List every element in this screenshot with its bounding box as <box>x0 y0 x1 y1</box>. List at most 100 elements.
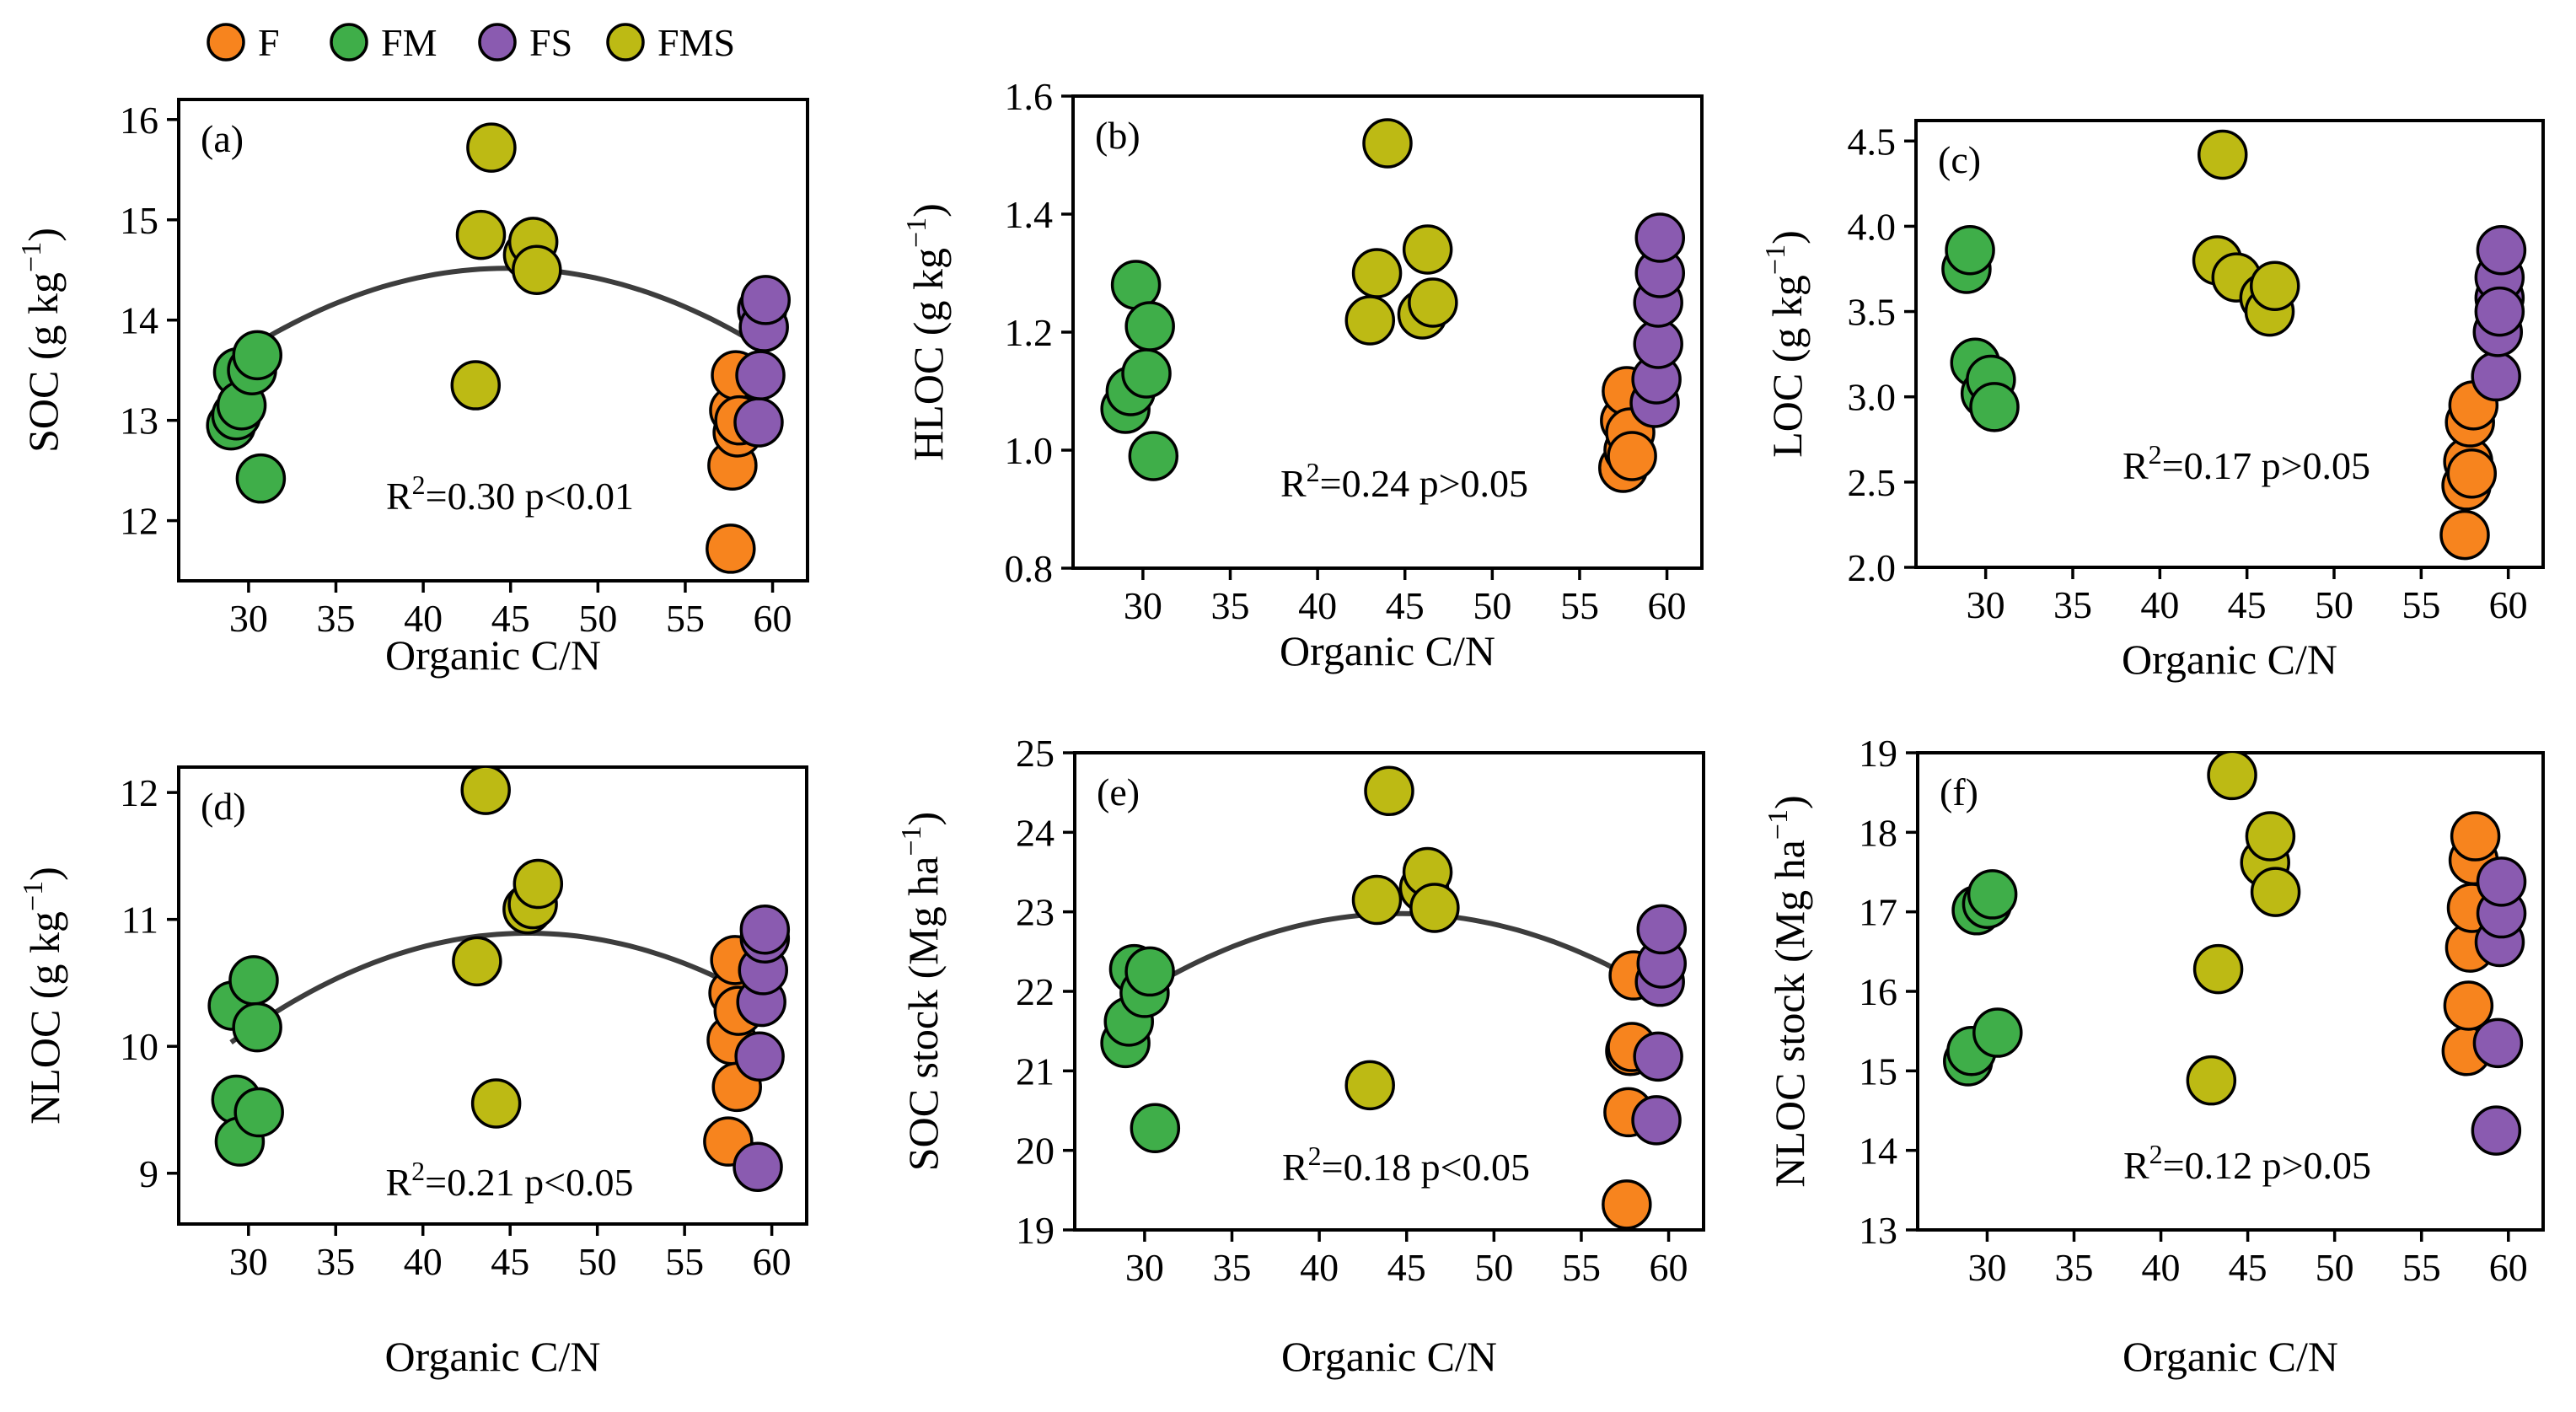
point-fs <box>2474 286 2525 337</box>
stat-annotation: R2=0.21 p<0.05 <box>385 1156 633 1204</box>
x-tick-label: 40 <box>1300 1246 1339 1289</box>
y-tick-label: 14 <box>120 299 158 342</box>
x-tick-label: 30 <box>1967 1246 2006 1289</box>
point-fms <box>2245 811 2296 862</box>
x-tick-label: 60 <box>2489 1246 2528 1289</box>
y-tick-label: 18 <box>1859 811 1897 854</box>
y-label-tail: ) <box>1766 795 1813 809</box>
point-fms <box>460 767 511 815</box>
point-fms <box>1344 295 1396 346</box>
legend-label-fm: FM <box>381 21 437 64</box>
x-tick-label: 40 <box>1298 584 1337 627</box>
y-tick-label: 3.5 <box>1848 291 1897 334</box>
y-tick-label: 12 <box>120 500 158 543</box>
point-fm <box>233 1087 284 1138</box>
panel-label: (d) <box>201 785 246 828</box>
stat-annotation: R2=0.17 p>0.05 <box>2123 439 2370 487</box>
y-label-main: SOC (g kg <box>19 272 67 453</box>
y-tick-label: 2.0 <box>1848 546 1897 589</box>
x-tick-label: 45 <box>1386 584 1425 627</box>
stat-r: R <box>2123 1144 2149 1187</box>
series-fs <box>733 275 792 448</box>
y-label-main: LOC (g kg <box>1763 275 1811 458</box>
plot-frame <box>177 98 809 583</box>
stat-sup: 2 <box>2149 439 2162 470</box>
stat-r: R <box>385 1161 411 1204</box>
x-tick-label: 40 <box>2142 1246 2181 1289</box>
stat-annotation: R2=0.30 p<0.01 <box>386 470 634 518</box>
x-axis-label: Organic C/N <box>1280 627 1495 674</box>
y-axis-label: LOC (g kg−1) <box>1760 230 1811 458</box>
panel-d: 30 35 40 45 50 55 60 9 10 11 12 (d) R2=0.21 p<0.05 Or… <box>18 765 808 1380</box>
x-tick-label: 40 <box>2140 583 2179 626</box>
x-tick-label: 45 <box>1387 1246 1426 1289</box>
panel-label: (f) <box>1940 770 1978 813</box>
stat-sup: 2 <box>412 470 426 500</box>
y-label-sup: −1 <box>896 825 927 856</box>
point-fms <box>513 858 564 910</box>
stat-r: R <box>1280 462 1307 505</box>
fit-curve <box>1125 910 1661 1004</box>
series-fm <box>1941 224 2020 432</box>
y-axis-label: NLOC (g kg−1) <box>18 867 68 1125</box>
y-tick-label: 2.5 <box>1848 461 1897 504</box>
x-tick-label: 45 <box>491 597 530 640</box>
point-fms <box>1402 224 1453 275</box>
y-label-main: NLOC (g kg <box>21 911 68 1125</box>
point-fm <box>232 1001 282 1053</box>
point-fms <box>1351 248 1403 298</box>
point-f <box>1607 431 1657 481</box>
point-fs <box>1634 212 1686 263</box>
stat-sup: 2 <box>1307 457 1320 487</box>
legend-marker-fm <box>330 23 368 62</box>
point-fs <box>2476 856 2527 907</box>
y-label-sup: −1 <box>18 881 49 911</box>
stat-r: R <box>386 475 412 518</box>
y-tick-label: 16 <box>1859 970 1897 1013</box>
y-tick-label: 22 <box>1016 970 1055 1013</box>
point-f <box>2439 509 2490 561</box>
legend-marker-fms <box>606 23 645 62</box>
point-f <box>2443 980 2494 1031</box>
x-tick-label: 35 <box>2055 1246 2094 1289</box>
point-fs <box>739 904 791 955</box>
point-fms <box>2250 867 2301 917</box>
x-tick-label: 30 <box>1124 584 1162 627</box>
stat-text: =0.12 p>0.05 <box>2163 1144 2371 1187</box>
y-tick-label: 15 <box>120 199 158 242</box>
y-tick-label: 1.2 <box>1005 311 1054 354</box>
x-tick-label: 50 <box>578 597 617 640</box>
y-tick-label: 23 <box>1016 891 1055 934</box>
series-fm <box>1100 943 1181 1154</box>
stat-text: =0.17 p>0.05 <box>2162 444 2370 487</box>
y-tick-label: 10 <box>120 1025 158 1068</box>
series-fs <box>1629 212 1686 428</box>
y-tick-label: 14 <box>1859 1130 1897 1173</box>
x-tick-label: 30 <box>229 1240 268 1283</box>
stat-text: =0.24 p>0.05 <box>1320 462 1528 505</box>
stat-annotation: R2=0.18 p<0.05 <box>1282 1141 1530 1189</box>
y-tick-label: 16 <box>120 99 158 142</box>
panel-c: 30 35 40 45 50 55 60 2.0 2.5 3.0 3.5 4.0 4.5 (c) R2=0.… <box>1760 119 2545 683</box>
point-fs <box>2472 1017 2524 1069</box>
point-fm <box>235 453 287 504</box>
y-tick-label: 19 <box>1016 1209 1055 1252</box>
y-tick-label: 25 <box>1016 732 1055 775</box>
series-f <box>2439 380 2499 561</box>
point-fm <box>1967 869 2018 920</box>
x-tick-label: 50 <box>2315 583 2353 626</box>
x-axis-label: Organic C/N <box>385 631 601 679</box>
series-fms <box>1344 765 1460 1111</box>
point-fms <box>450 360 502 411</box>
stat-annotation: R2=0.24 p>0.05 <box>1280 457 1528 505</box>
y-label-tail: ) <box>1763 230 1811 244</box>
point-f <box>706 523 756 574</box>
y-label-sup: −1 <box>1763 809 1794 840</box>
x-tick-label: 35 <box>316 1240 355 1283</box>
series-fs <box>733 904 791 1192</box>
x-tick-label: 55 <box>666 597 705 640</box>
y-tick-label: 0.8 <box>1005 547 1054 590</box>
legend-item-fm: FM <box>330 21 437 64</box>
point-fm <box>1130 1103 1181 1154</box>
